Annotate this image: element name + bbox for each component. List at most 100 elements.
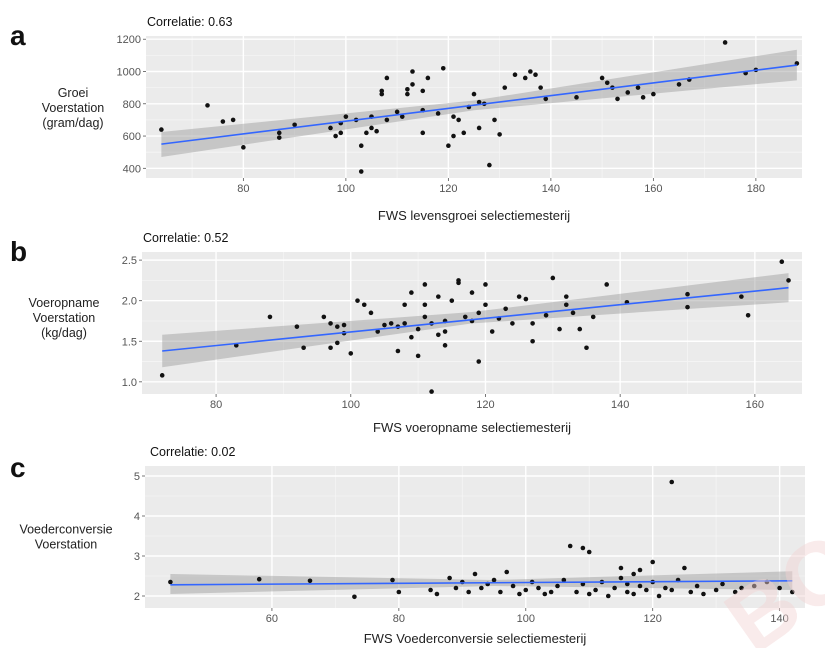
x-tick-label: 160 — [746, 399, 764, 411]
data-point — [429, 389, 434, 394]
data-point — [410, 69, 415, 74]
data-point — [574, 589, 579, 595]
data-point — [451, 114, 456, 119]
data-point — [440, 65, 446, 71]
x-tick-label: 160 — [644, 183, 662, 195]
x-axis-label: FWS Voederconversie selectiemesterij — [364, 631, 587, 646]
data-point — [543, 312, 549, 318]
data-point — [466, 589, 471, 595]
panel-letter: c — [10, 452, 26, 483]
y-tick-label: 1.0 — [122, 377, 137, 389]
data-point — [451, 133, 456, 139]
data-point — [625, 589, 630, 595]
data-point — [390, 577, 395, 583]
data-point — [469, 290, 475, 295]
data-point — [590, 314, 596, 320]
data-point — [574, 95, 579, 100]
data-point — [456, 278, 461, 283]
data-point — [777, 585, 782, 591]
data-point — [476, 359, 482, 364]
regression-line — [170, 580, 793, 586]
y-axis-label: (gram/dag) — [42, 116, 103, 130]
x-tick-label: 80 — [237, 183, 249, 195]
y-tick-label: 4 — [134, 511, 140, 523]
data-point — [722, 40, 728, 45]
data-point — [651, 91, 656, 97]
data-point — [384, 75, 390, 81]
data-point — [570, 310, 576, 316]
data-point — [205, 103, 210, 108]
y-axis-label: Voeropname — [29, 296, 100, 310]
y-tick-label: 3 — [134, 551, 140, 563]
data-point — [637, 583, 643, 589]
data-point — [168, 579, 173, 585]
panel-a: 80 100 120 140 160 180 400 600 800 1000 1200 a Corre… — [10, 15, 802, 223]
data-point — [516, 294, 522, 299]
data-point — [328, 345, 333, 351]
panel-letter: b — [10, 236, 27, 267]
data-point — [593, 587, 598, 593]
data-point — [550, 275, 556, 281]
data-point — [420, 130, 426, 136]
data-point — [307, 578, 313, 584]
data-point — [483, 282, 488, 287]
data-point — [615, 96, 620, 102]
x-tick-label: 120 — [439, 183, 457, 195]
data-point — [382, 322, 387, 328]
data-point — [656, 593, 662, 599]
data-point — [530, 321, 535, 326]
data-point — [510, 321, 515, 326]
data-point — [517, 591, 522, 597]
correlation-label: Correlatie: 0.02 — [150, 445, 236, 459]
regression-line — [162, 286, 789, 352]
data-point — [276, 135, 282, 140]
data-point — [637, 567, 643, 573]
y-tick-label: 1.5 — [122, 336, 137, 348]
y-tick-label: 1200 — [117, 34, 141, 46]
data-point — [343, 114, 349, 119]
y-tick-label: 2.0 — [122, 296, 137, 308]
y-axis-label: Voederconversie — [19, 523, 112, 537]
data-point — [409, 290, 414, 295]
data-point — [543, 96, 549, 102]
data-point — [428, 587, 433, 593]
data-point — [533, 72, 538, 78]
data-point — [685, 291, 690, 297]
data-point — [415, 353, 421, 359]
data-point — [625, 90, 631, 95]
data-point — [159, 127, 164, 132]
data-point — [604, 282, 609, 287]
plot-background — [146, 36, 802, 178]
data-point — [555, 583, 560, 589]
data-point — [294, 324, 300, 329]
data-point — [512, 72, 518, 78]
regression-line — [161, 64, 797, 145]
x-tick-label: 100 — [342, 399, 360, 411]
data-point — [425, 75, 431, 81]
data-point — [361, 302, 367, 308]
data-point — [276, 130, 282, 136]
data-point — [563, 302, 569, 308]
data-point — [790, 589, 795, 595]
data-point — [487, 162, 492, 168]
data-point — [396, 589, 402, 595]
data-point — [739, 585, 744, 591]
y-axis-label: Voerstation — [35, 538, 98, 552]
data-point — [422, 282, 428, 287]
panel-c: 60 80 100 120 140 2 3 4 5 c Correlatie: 0.02 Voeder… — [10, 445, 805, 646]
data-point — [685, 304, 690, 310]
data-point — [604, 80, 610, 86]
x-tick-label: 140 — [770, 613, 788, 625]
panel-b: 80 100 120 140 160 1.0 1.5 2.0 2.5 b Correlatie: 0… — [10, 231, 802, 435]
data-point — [335, 324, 340, 329]
data-point — [586, 591, 592, 597]
data-point — [368, 310, 374, 316]
data-point — [688, 589, 694, 595]
data-point — [394, 109, 400, 115]
data-point — [523, 587, 529, 593]
y-tick-label: 600 — [123, 131, 141, 143]
data-point — [374, 128, 379, 134]
data-point — [348, 351, 354, 356]
data-point — [449, 298, 455, 303]
